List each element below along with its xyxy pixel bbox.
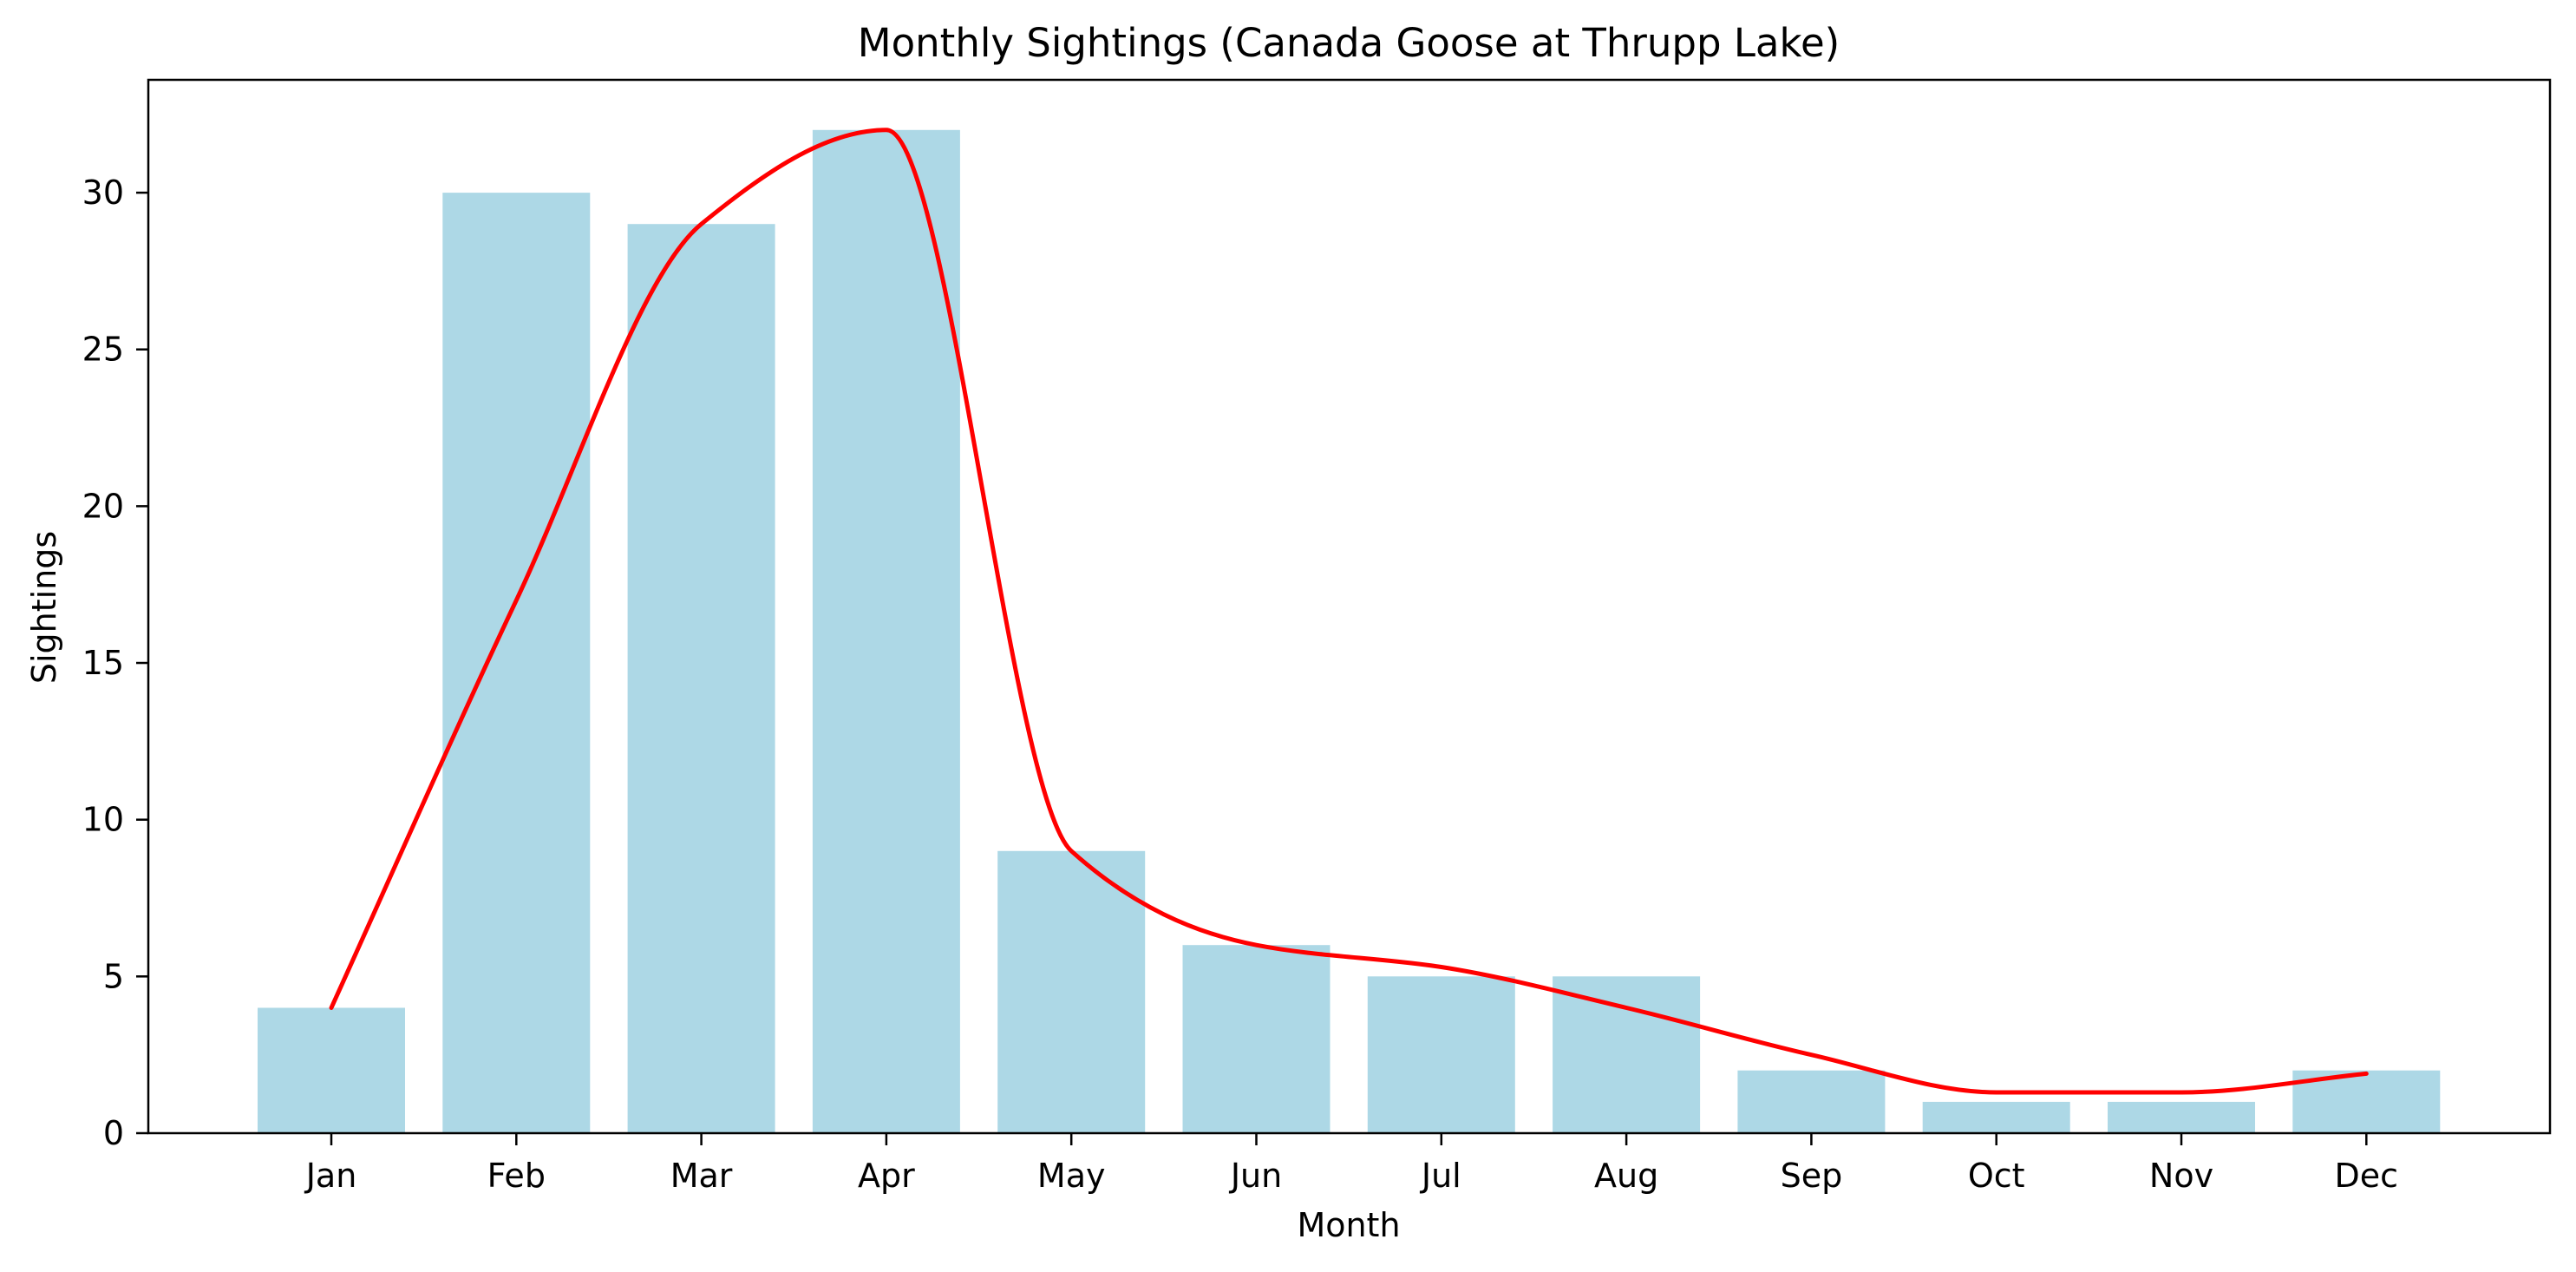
x-tick-label: Oct [1968, 1157, 2025, 1195]
y-tick-label: 15 [82, 644, 124, 682]
bars-group [258, 129, 2441, 1134]
trend-line [329, 128, 2369, 1095]
x-tick-label: Sep [1781, 1157, 1843, 1195]
x-tick-label: May [1037, 1157, 1106, 1195]
bar-jun [1182, 945, 1330, 1133]
x-tick-label: Nov [2149, 1157, 2213, 1195]
chart-title: Monthly Sightings (Canada Goose at Thrup… [858, 20, 1840, 66]
y-tick-label: 10 [82, 801, 124, 839]
bar-feb [442, 193, 591, 1134]
bar-aug [1553, 976, 1701, 1133]
x-axis-label: Month [1297, 1206, 1400, 1244]
y-axis-ticks: 0 5 10 15 20 25 30 [82, 174, 148, 1152]
bar-mar [627, 224, 775, 1134]
x-tick-label: Dec [2335, 1157, 2399, 1195]
x-tick-label: Jan [304, 1157, 357, 1195]
plot-frame [147, 78, 2552, 1135]
x-tick-label: Mar [670, 1157, 733, 1195]
bar-oct [1922, 1101, 2070, 1133]
x-tick-label: Jul [1420, 1157, 1461, 1195]
y-tick-label: 5 [103, 957, 124, 995]
y-tick-label: 20 [82, 487, 124, 525]
bar-jan [258, 1007, 405, 1133]
y-axis-label: Sightings [25, 531, 63, 684]
y-tick-label: 25 [82, 331, 124, 369]
x-tick-label: Feb [487, 1157, 546, 1195]
y-tick-label: 0 [103, 1114, 124, 1152]
x-tick-label: Aug [1594, 1157, 1658, 1195]
bar-jul [1367, 976, 1515, 1133]
x-axis-ticks: Jan Feb Mar Apr May Jun Jul Aug Sep Oct Nov Dec [304, 1133, 2398, 1195]
x-tick-label: Jun [1229, 1157, 1282, 1195]
bar-apr [812, 129, 960, 1133]
y-tick-label: 30 [82, 174, 124, 212]
bar-sep [1737, 1070, 1886, 1133]
x-tick-label: Apr [858, 1157, 915, 1195]
bar-nov [2108, 1101, 2255, 1133]
bar-may [997, 850, 1146, 1133]
